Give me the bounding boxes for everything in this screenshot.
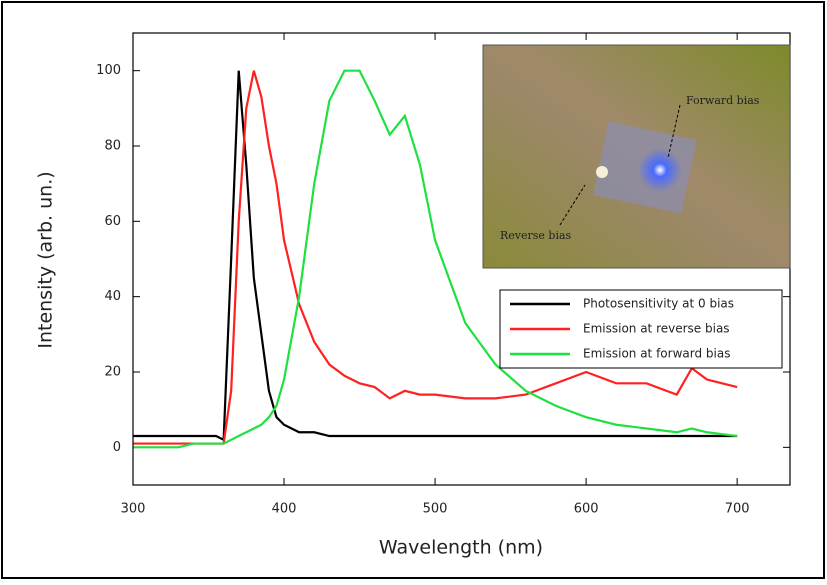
x-tick-label: 600 [574,502,599,517]
y-tick-label: 20 [104,365,121,380]
arrow [559,184,586,226]
annotation: Forward bias [686,94,760,107]
x-tick-label: 500 [423,502,448,517]
x-axis-label: Wavelength (nm) [379,537,543,559]
legend-label: Emission at reverse bias [583,322,730,336]
y-tick-label: 100 [96,63,121,78]
series-line [133,70,738,442]
series-line [133,69,738,449]
y-tick-label: 80 [104,139,121,154]
legend-label: Emission at forward bias [583,347,730,361]
x-tick-label: 400 [272,502,297,517]
x-tick-label: 300 [121,502,146,517]
annotation: Reverse bias [500,229,572,242]
legend-label: Photosensitivity at 0 bias [583,297,734,311]
y-tick-label: 60 [104,214,121,229]
x-tick-label: 700 [725,502,750,517]
y-tick-label: 0 [113,440,121,455]
device-glow [638,148,682,192]
y-axis-label: Intensity (arb. un.) [35,171,57,348]
arrow [667,104,681,159]
contact [596,166,608,178]
y-tick-label: 40 [104,289,121,304]
